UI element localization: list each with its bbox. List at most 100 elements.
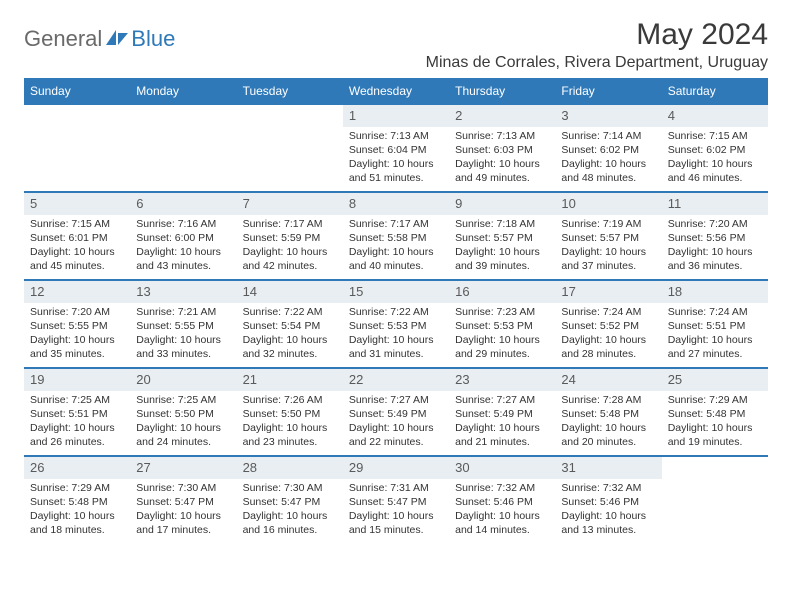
day-number: 6: [130, 193, 236, 215]
daylight-text: Daylight: 10 hours: [668, 157, 762, 171]
day-number: 8: [343, 193, 449, 215]
daylight-text: and 20 minutes.: [561, 435, 655, 449]
calendar-cell: 26Sunrise: 7:29 AMSunset: 5:48 PMDayligh…: [24, 457, 130, 543]
calendar-cell: 23Sunrise: 7:27 AMSunset: 5:49 PMDayligh…: [449, 369, 555, 455]
weekday-header: Friday: [555, 80, 661, 103]
sunset-text: Sunset: 5:55 PM: [136, 319, 230, 333]
sunset-text: Sunset: 6:02 PM: [668, 143, 762, 157]
daylight-text: Daylight: 10 hours: [561, 509, 655, 523]
day-number: 16: [449, 281, 555, 303]
sunrise-text: Sunrise: 7:24 AM: [668, 305, 762, 319]
sunset-text: Sunset: 5:51 PM: [30, 407, 124, 421]
sunrise-text: Sunrise: 7:30 AM: [243, 481, 337, 495]
day-number: 12: [24, 281, 130, 303]
daylight-text: Daylight: 10 hours: [455, 157, 549, 171]
sunset-text: Sunset: 5:53 PM: [455, 319, 549, 333]
daylight-text: Daylight: 10 hours: [349, 157, 443, 171]
sunset-text: Sunset: 5:57 PM: [561, 231, 655, 245]
sunrise-text: Sunrise: 7:22 AM: [349, 305, 443, 319]
day-number: 5: [24, 193, 130, 215]
daylight-text: Daylight: 10 hours: [30, 333, 124, 347]
sunset-text: Sunset: 6:04 PM: [349, 143, 443, 157]
daylight-text: and 14 minutes.: [455, 523, 549, 537]
daylight-text: and 45 minutes.: [30, 259, 124, 273]
brand-blue: Blue: [131, 26, 175, 52]
day-number: 25: [662, 369, 768, 391]
daylight-text: Daylight: 10 hours: [243, 245, 337, 259]
daylight-text: Daylight: 10 hours: [561, 245, 655, 259]
daylight-text: Daylight: 10 hours: [349, 333, 443, 347]
sail-icon: [105, 28, 129, 46]
daylight-text: Daylight: 10 hours: [561, 157, 655, 171]
calendar-cell: 18Sunrise: 7:24 AMSunset: 5:51 PMDayligh…: [662, 281, 768, 367]
daylight-text: and 21 minutes.: [455, 435, 549, 449]
daylight-text: Daylight: 10 hours: [668, 333, 762, 347]
daylight-text: and 22 minutes.: [349, 435, 443, 449]
sunrise-text: Sunrise: 7:22 AM: [243, 305, 337, 319]
daylight-text: Daylight: 10 hours: [136, 421, 230, 435]
sunset-text: Sunset: 5:50 PM: [243, 407, 337, 421]
day-number: 19: [24, 369, 130, 391]
daylight-text: and 43 minutes.: [136, 259, 230, 273]
sunrise-text: Sunrise: 7:25 AM: [136, 393, 230, 407]
sunset-text: Sunset: 5:48 PM: [668, 407, 762, 421]
calendar-cell: 2Sunrise: 7:13 AMSunset: 6:03 PMDaylight…: [449, 105, 555, 191]
day-number: 30: [449, 457, 555, 479]
calendar-cell: 10Sunrise: 7:19 AMSunset: 5:57 PMDayligh…: [555, 193, 661, 279]
sunrise-text: Sunrise: 7:29 AM: [668, 393, 762, 407]
weekday-header: Thursday: [449, 80, 555, 103]
calendar-cell: 22Sunrise: 7:27 AMSunset: 5:49 PMDayligh…: [343, 369, 449, 455]
daylight-text: Daylight: 10 hours: [455, 245, 549, 259]
calendar-cell: [237, 105, 343, 191]
daylight-text: Daylight: 10 hours: [30, 509, 124, 523]
sunset-text: Sunset: 5:48 PM: [561, 407, 655, 421]
sunrise-text: Sunrise: 7:20 AM: [30, 305, 124, 319]
calendar-cell: 16Sunrise: 7:23 AMSunset: 5:53 PMDayligh…: [449, 281, 555, 367]
sunset-text: Sunset: 5:51 PM: [668, 319, 762, 333]
day-number: 10: [555, 193, 661, 215]
weekday-header: Monday: [130, 80, 236, 103]
daylight-text: Daylight: 10 hours: [30, 421, 124, 435]
sunset-text: Sunset: 6:02 PM: [561, 143, 655, 157]
day-number: 7: [237, 193, 343, 215]
daylight-text: Daylight: 10 hours: [243, 333, 337, 347]
daylight-text: Daylight: 10 hours: [349, 421, 443, 435]
daylight-text: and 36 minutes.: [668, 259, 762, 273]
calendar-cell: 5Sunrise: 7:15 AMSunset: 6:01 PMDaylight…: [24, 193, 130, 279]
calendar-cell: 31Sunrise: 7:32 AMSunset: 5:46 PMDayligh…: [555, 457, 661, 543]
sunrise-text: Sunrise: 7:21 AM: [136, 305, 230, 319]
daylight-text: Daylight: 10 hours: [136, 245, 230, 259]
daylight-text: and 15 minutes.: [349, 523, 443, 537]
daylight-text: and 18 minutes.: [30, 523, 124, 537]
daylight-text: and 28 minutes.: [561, 347, 655, 361]
day-number: 31: [555, 457, 661, 479]
daylight-text: Daylight: 10 hours: [30, 245, 124, 259]
sunset-text: Sunset: 5:47 PM: [243, 495, 337, 509]
daylight-text: Daylight: 10 hours: [349, 245, 443, 259]
day-number: 2: [449, 105, 555, 127]
day-number: 4: [662, 105, 768, 127]
daylight-text: Daylight: 10 hours: [349, 509, 443, 523]
sunrise-text: Sunrise: 7:24 AM: [561, 305, 655, 319]
daylight-text: and 39 minutes.: [455, 259, 549, 273]
daylight-text: and 24 minutes.: [136, 435, 230, 449]
calendar-cell: [24, 105, 130, 191]
daylight-text: and 23 minutes.: [243, 435, 337, 449]
sunset-text: Sunset: 5:46 PM: [561, 495, 655, 509]
sunrise-text: Sunrise: 7:15 AM: [668, 129, 762, 143]
sunset-text: Sunset: 5:52 PM: [561, 319, 655, 333]
sunset-text: Sunset: 5:49 PM: [455, 407, 549, 421]
sunset-text: Sunset: 5:53 PM: [349, 319, 443, 333]
daylight-text: and 35 minutes.: [30, 347, 124, 361]
sunrise-text: Sunrise: 7:13 AM: [349, 129, 443, 143]
day-number: 21: [237, 369, 343, 391]
daylight-text: Daylight: 10 hours: [136, 333, 230, 347]
daylight-text: and 48 minutes.: [561, 171, 655, 185]
calendar-cell: 25Sunrise: 7:29 AMSunset: 5:48 PMDayligh…: [662, 369, 768, 455]
calendar-cell: 17Sunrise: 7:24 AMSunset: 5:52 PMDayligh…: [555, 281, 661, 367]
sunset-text: Sunset: 6:01 PM: [30, 231, 124, 245]
daylight-text: Daylight: 10 hours: [561, 333, 655, 347]
calendar-cell: 9Sunrise: 7:18 AMSunset: 5:57 PMDaylight…: [449, 193, 555, 279]
sunset-text: Sunset: 6:00 PM: [136, 231, 230, 245]
sunrise-text: Sunrise: 7:17 AM: [349, 217, 443, 231]
